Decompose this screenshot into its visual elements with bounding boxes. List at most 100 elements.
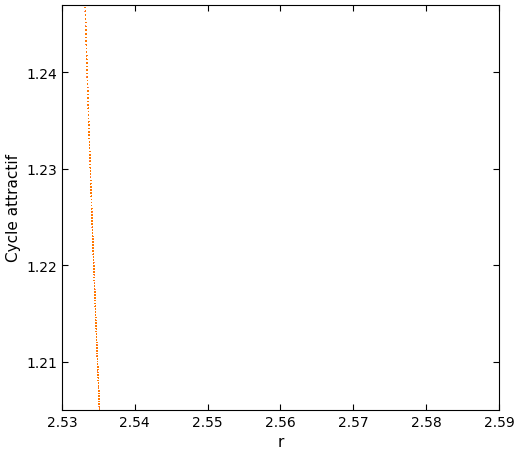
Point [86,162,94,169]
Point [89,263,98,270]
Point [90,286,99,293]
Point [89,251,97,258]
Point [92,311,100,318]
Point [90,268,98,276]
Point [83,74,92,81]
Point [88,218,96,225]
Point [89,248,97,255]
Point [87,190,95,197]
Point [87,193,95,201]
Point [90,289,99,296]
Point [89,239,97,246]
Point [89,239,97,246]
Point [84,95,92,102]
Point [83,74,92,81]
Point [95,390,103,397]
Point [92,323,100,330]
Point [92,317,100,324]
Point [95,395,103,403]
Point [94,382,102,389]
Point [84,95,92,102]
Point [95,393,103,400]
Point [92,311,100,318]
Point [82,49,90,56]
Point [83,74,92,81]
Point [90,283,99,290]
Point [92,331,100,338]
Point [92,331,100,338]
Point [93,342,101,349]
Point [84,116,93,123]
Point [85,142,94,149]
Point [89,248,97,255]
Point [84,85,92,92]
Point [91,300,99,308]
Point [84,112,93,119]
Point [92,311,100,318]
Point [93,342,101,349]
Point [85,132,94,140]
Point [95,403,103,410]
Point [89,254,98,261]
Point [88,227,97,234]
Point [86,165,95,172]
Point [87,199,96,207]
Point [85,129,93,136]
Point [83,60,91,67]
Point [94,379,102,387]
Point [88,218,96,225]
Point [92,311,100,318]
Point [93,342,101,349]
Point [95,403,103,410]
Point [88,236,97,243]
Point [89,245,97,252]
Point [89,248,97,255]
Point [82,27,90,35]
Point [86,171,95,178]
Point [85,129,93,136]
Point [92,328,100,335]
Point [94,372,102,379]
Point [94,377,102,384]
Point [82,27,90,35]
Point [95,406,103,413]
Point [94,369,102,376]
Point [90,280,99,288]
Point [85,136,94,143]
Point [90,266,98,273]
Point [90,292,99,299]
Point [94,374,102,381]
Point [93,339,101,346]
Point [88,236,97,243]
Point [90,289,99,296]
Point [89,260,98,267]
Point [86,177,95,185]
Point [89,239,97,246]
Point [86,158,94,166]
Point [84,91,92,99]
Point [89,254,98,261]
Point [88,230,97,237]
Point [87,187,95,194]
Point [93,334,101,341]
Point [87,184,95,191]
Point [87,206,96,213]
Point [94,372,102,379]
Point [93,355,101,363]
Point [94,382,102,389]
Point [89,263,98,270]
Point [90,289,99,296]
Point [86,174,95,182]
Point [93,358,101,365]
Point [82,27,90,35]
Point [82,27,90,35]
Point [88,221,96,228]
Point [89,260,98,267]
Point [89,254,98,261]
Point [86,155,94,162]
Point [88,209,96,216]
Point [89,251,97,258]
Point [87,181,95,188]
Point [95,398,103,405]
Point [90,277,98,284]
